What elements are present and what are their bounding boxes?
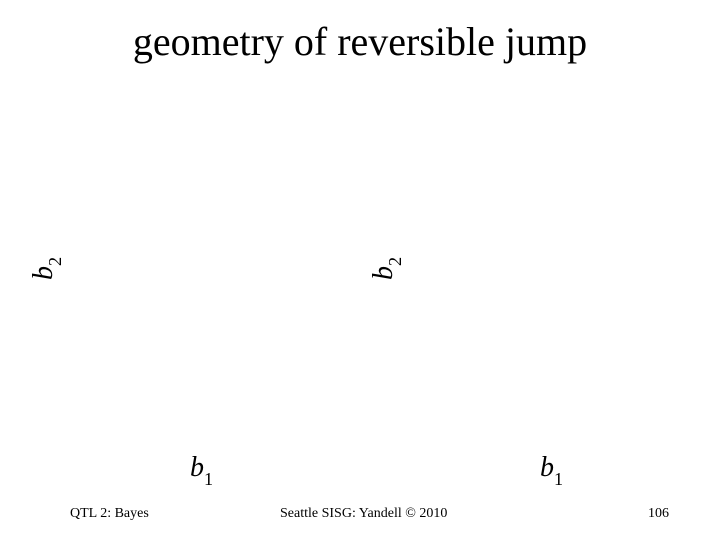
beta-sub: 1 <box>204 469 213 489</box>
beta-glyph: b <box>368 266 399 280</box>
beta-glyph: b <box>190 452 204 483</box>
footer-center-text: Seattle SISG: Yandell © 2010 <box>280 506 447 521</box>
beta-glyph: b <box>28 266 59 280</box>
beta-sub: 2 <box>385 257 405 266</box>
slide-title: geometry of reversible jump <box>0 18 720 65</box>
axis-label-beta1-left: b1 <box>190 452 213 488</box>
footer-left-text: QTL 2: Bayes <box>70 506 149 521</box>
title-text: geometry of reversible jump <box>133 19 587 64</box>
axis-label-beta1-right: b1 <box>540 452 563 488</box>
footer-right: 106 <box>648 506 669 522</box>
axis-label-beta2-mid: b2 <box>368 257 404 280</box>
beta-sub: 1 <box>554 469 563 489</box>
slide: geometry of reversible jump b2 b2 b1 b1 … <box>0 0 720 540</box>
beta-glyph: b <box>540 452 554 483</box>
footer-left: QTL 2: Bayes <box>70 506 149 522</box>
axis-label-beta2-left: b2 <box>28 257 64 280</box>
footer-center: Seattle SISG: Yandell © 2010 <box>280 506 447 522</box>
beta-sub: 2 <box>45 257 65 266</box>
footer-right-text: 106 <box>648 506 669 521</box>
